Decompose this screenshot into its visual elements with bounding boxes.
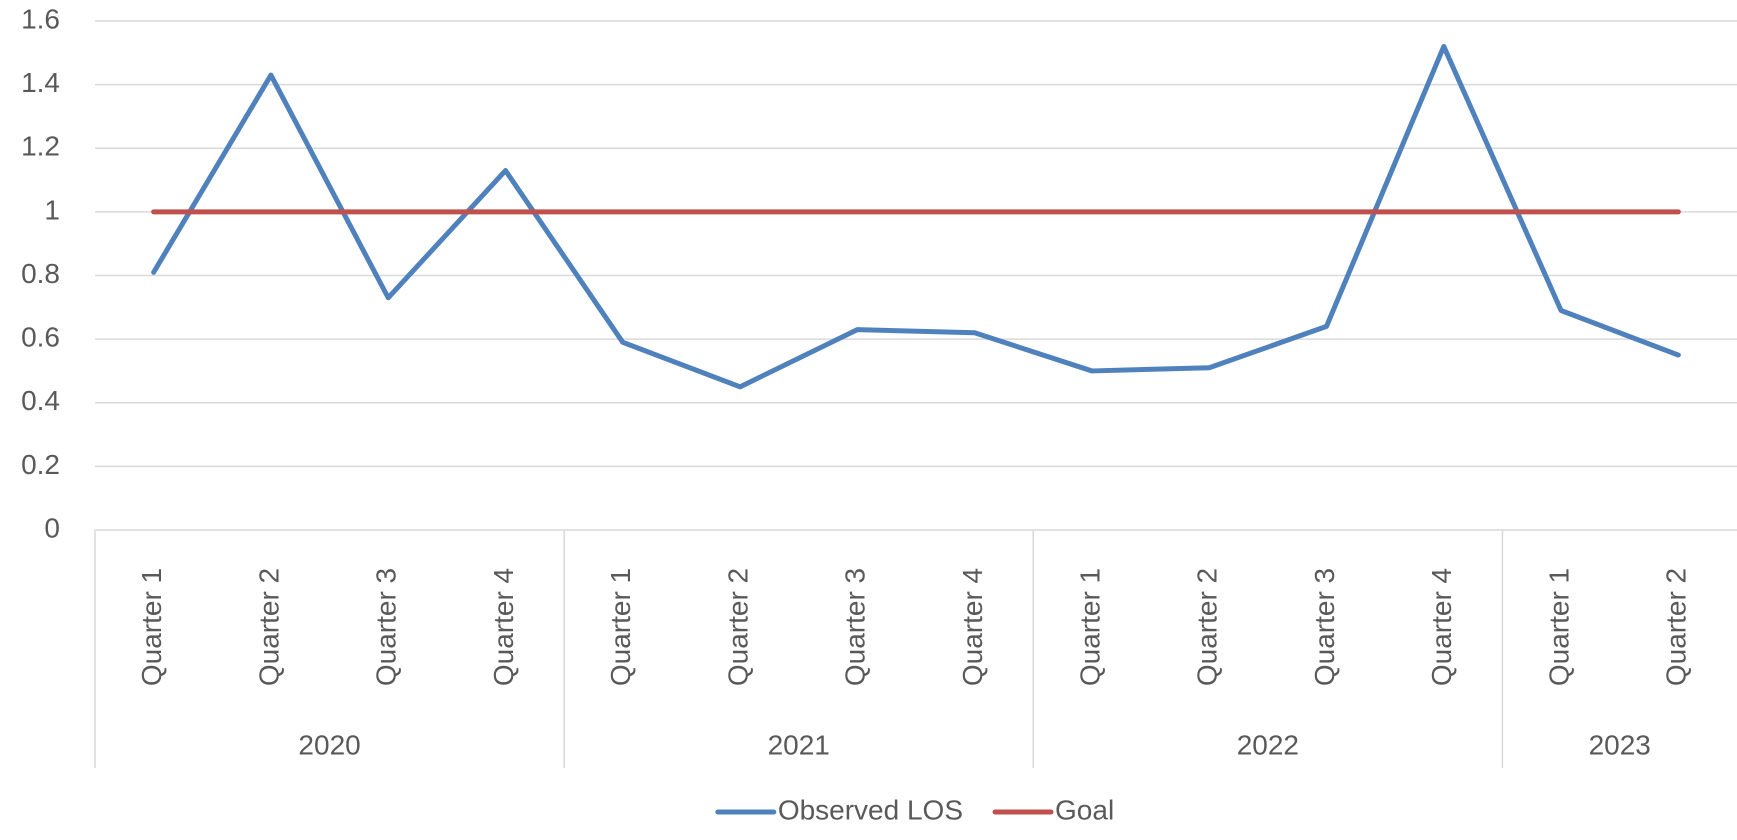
x-tick-label: Quarter 3 (371, 568, 402, 686)
x-tick-label: Quarter 2 (1192, 568, 1223, 686)
y-tick-label: 0 (44, 512, 60, 543)
y-tick-label: 0.2 (21, 449, 60, 480)
x-tick-label: Quarter 3 (840, 568, 871, 686)
y-tick-label: 1.6 (21, 3, 60, 34)
x-group-label: 2021 (768, 729, 830, 760)
x-group-label: 2020 (298, 729, 360, 760)
series-line (151, 43, 1681, 390)
x-tick-label: Quarter 3 (1309, 568, 1340, 686)
x-tick-label: Quarter 2 (722, 568, 753, 686)
y-tick-label: 0.8 (21, 258, 60, 289)
x-group-label: 2023 (1589, 729, 1651, 760)
x-tick-label: Quarter 4 (1426, 568, 1457, 686)
x-tick-label: Quarter 4 (488, 568, 519, 686)
x-tick-label: Quarter 1 (1543, 568, 1574, 686)
legend-label: Observed LOS (778, 794, 963, 825)
x-group-label: 2022 (1237, 729, 1299, 760)
x-tick-label: Quarter 2 (253, 568, 284, 686)
x-tick-label: Quarter 1 (136, 568, 167, 686)
y-tick-label: 0.6 (21, 322, 60, 353)
x-tick-label: Quarter 1 (605, 568, 636, 686)
x-tick-label: Quarter 4 (957, 568, 988, 686)
y-tick-label: 1.2 (21, 131, 60, 162)
y-tick-label: 0.4 (21, 385, 60, 416)
legend-label: Goal (1055, 794, 1114, 825)
x-tick-label: Quarter 2 (1661, 568, 1692, 686)
y-tick-label: 1 (44, 194, 60, 225)
x-tick-label: Quarter 1 (1074, 568, 1105, 686)
y-tick-label: 1.4 (21, 67, 60, 98)
